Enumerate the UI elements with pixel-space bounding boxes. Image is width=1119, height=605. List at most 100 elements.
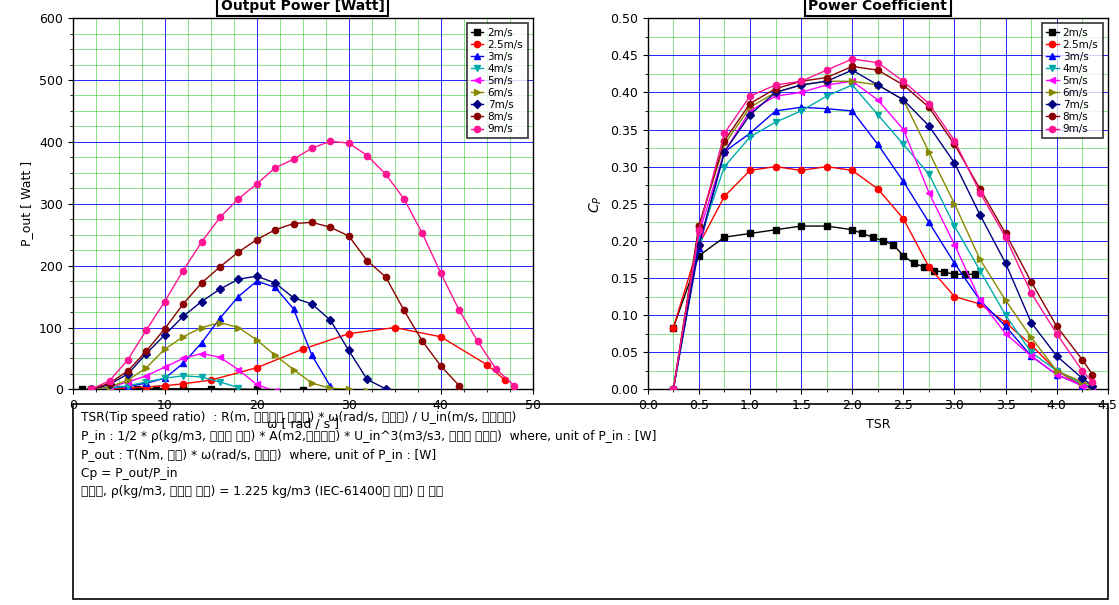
5m/s bbox=[693, 230, 706, 237]
5m/s bbox=[769, 93, 782, 100]
6m/s bbox=[871, 81, 884, 88]
9m/s bbox=[397, 195, 411, 203]
Y-axis label: P_out [ Watt ]: P_out [ Watt ] bbox=[20, 161, 34, 246]
2.5m/s bbox=[480, 361, 493, 368]
6m/s bbox=[195, 324, 208, 331]
6m/s bbox=[103, 384, 116, 391]
6m/s bbox=[269, 352, 282, 359]
Legend: 2m/s, 2.5m/s, 3m/s, 4m/s, 5m/s, 6m/s, 7m/s, 8m/s, 9m/s: 2m/s, 2.5m/s, 3m/s, 4m/s, 5m/s, 6m/s, 7m… bbox=[1042, 24, 1102, 139]
3m/s bbox=[121, 383, 134, 390]
2.5m/s bbox=[1050, 367, 1063, 374]
8m/s bbox=[922, 103, 935, 111]
5m/s bbox=[999, 330, 1013, 338]
9m/s bbox=[360, 152, 374, 159]
2m/s bbox=[667, 324, 680, 332]
5m/s bbox=[158, 364, 171, 371]
Line: 5m/s: 5m/s bbox=[670, 78, 1096, 393]
3m/s bbox=[769, 107, 782, 114]
2m/s bbox=[958, 270, 971, 278]
8m/s bbox=[1024, 278, 1037, 286]
Line: 4m/s: 4m/s bbox=[670, 82, 1096, 393]
9m/s bbox=[820, 67, 834, 74]
Line: 8m/s: 8m/s bbox=[88, 219, 462, 393]
8m/s bbox=[232, 249, 245, 256]
5m/s bbox=[250, 381, 263, 388]
2m/s bbox=[717, 234, 731, 241]
9m/s bbox=[999, 234, 1013, 241]
9m/s bbox=[323, 138, 337, 145]
3m/s bbox=[1050, 371, 1063, 378]
8m/s bbox=[1075, 356, 1089, 364]
4m/s bbox=[974, 267, 987, 274]
9m/s bbox=[379, 171, 393, 178]
5m/s bbox=[743, 107, 756, 114]
4m/s bbox=[1050, 367, 1063, 374]
2.5m/s bbox=[297, 345, 310, 353]
3m/s bbox=[214, 315, 227, 322]
6m/s bbox=[922, 148, 935, 155]
3m/s bbox=[286, 306, 300, 313]
Line: 3m/s: 3m/s bbox=[670, 104, 1096, 393]
4m/s bbox=[820, 93, 834, 100]
9m/s bbox=[177, 267, 190, 274]
8m/s bbox=[434, 362, 448, 370]
5m/s bbox=[794, 89, 808, 96]
2m/s bbox=[968, 270, 981, 278]
4m/s bbox=[214, 378, 227, 385]
6m/s bbox=[769, 89, 782, 96]
2m/s bbox=[948, 270, 961, 278]
9m/s bbox=[489, 365, 502, 373]
8m/s bbox=[177, 300, 190, 307]
3m/s bbox=[1075, 382, 1089, 389]
2m/s bbox=[177, 385, 190, 393]
7m/s bbox=[922, 122, 935, 129]
9m/s bbox=[769, 81, 782, 88]
6m/s bbox=[323, 385, 337, 392]
6m/s bbox=[214, 319, 227, 326]
8m/s bbox=[846, 63, 859, 70]
2.5m/s bbox=[922, 263, 935, 270]
7m/s bbox=[177, 313, 190, 320]
3m/s bbox=[177, 360, 190, 367]
9m/s bbox=[922, 100, 935, 107]
4m/s bbox=[140, 378, 153, 385]
Line: 4m/s: 4m/s bbox=[88, 373, 242, 393]
7m/s bbox=[269, 280, 282, 287]
2m/s bbox=[846, 226, 859, 234]
4m/s bbox=[871, 111, 884, 119]
8m/s bbox=[820, 74, 834, 81]
Title: Power Coefficient: Power Coefficient bbox=[808, 0, 947, 13]
2.5m/s bbox=[1085, 384, 1099, 391]
9m/s bbox=[342, 140, 356, 147]
X-axis label: TSR: TSR bbox=[865, 417, 890, 431]
5m/s bbox=[103, 384, 116, 391]
4m/s bbox=[717, 163, 731, 170]
3m/s bbox=[1024, 352, 1037, 359]
9m/s bbox=[415, 230, 429, 237]
6m/s bbox=[896, 96, 910, 103]
2.5m/s bbox=[342, 330, 356, 338]
2m/s bbox=[121, 385, 134, 393]
6m/s bbox=[693, 223, 706, 230]
4m/s bbox=[1024, 348, 1037, 356]
7m/s bbox=[717, 148, 731, 155]
8m/s bbox=[286, 220, 300, 227]
6m/s bbox=[1075, 378, 1089, 385]
5m/s bbox=[140, 372, 153, 379]
4m/s bbox=[769, 119, 782, 126]
2.5m/s bbox=[896, 215, 910, 222]
5m/s bbox=[177, 355, 190, 362]
4m/s bbox=[1085, 384, 1099, 391]
4m/s bbox=[103, 385, 116, 392]
3m/s bbox=[195, 339, 208, 347]
2.5m/s bbox=[769, 163, 782, 170]
8m/s bbox=[743, 100, 756, 107]
2.5m/s bbox=[743, 167, 756, 174]
2.5m/s bbox=[820, 163, 834, 170]
Title: Output Power [Watt]: Output Power [Watt] bbox=[220, 0, 385, 13]
5m/s bbox=[1085, 384, 1099, 391]
8m/s bbox=[360, 257, 374, 264]
2m/s bbox=[140, 385, 153, 393]
2m/s bbox=[866, 234, 880, 241]
7m/s bbox=[743, 111, 756, 119]
